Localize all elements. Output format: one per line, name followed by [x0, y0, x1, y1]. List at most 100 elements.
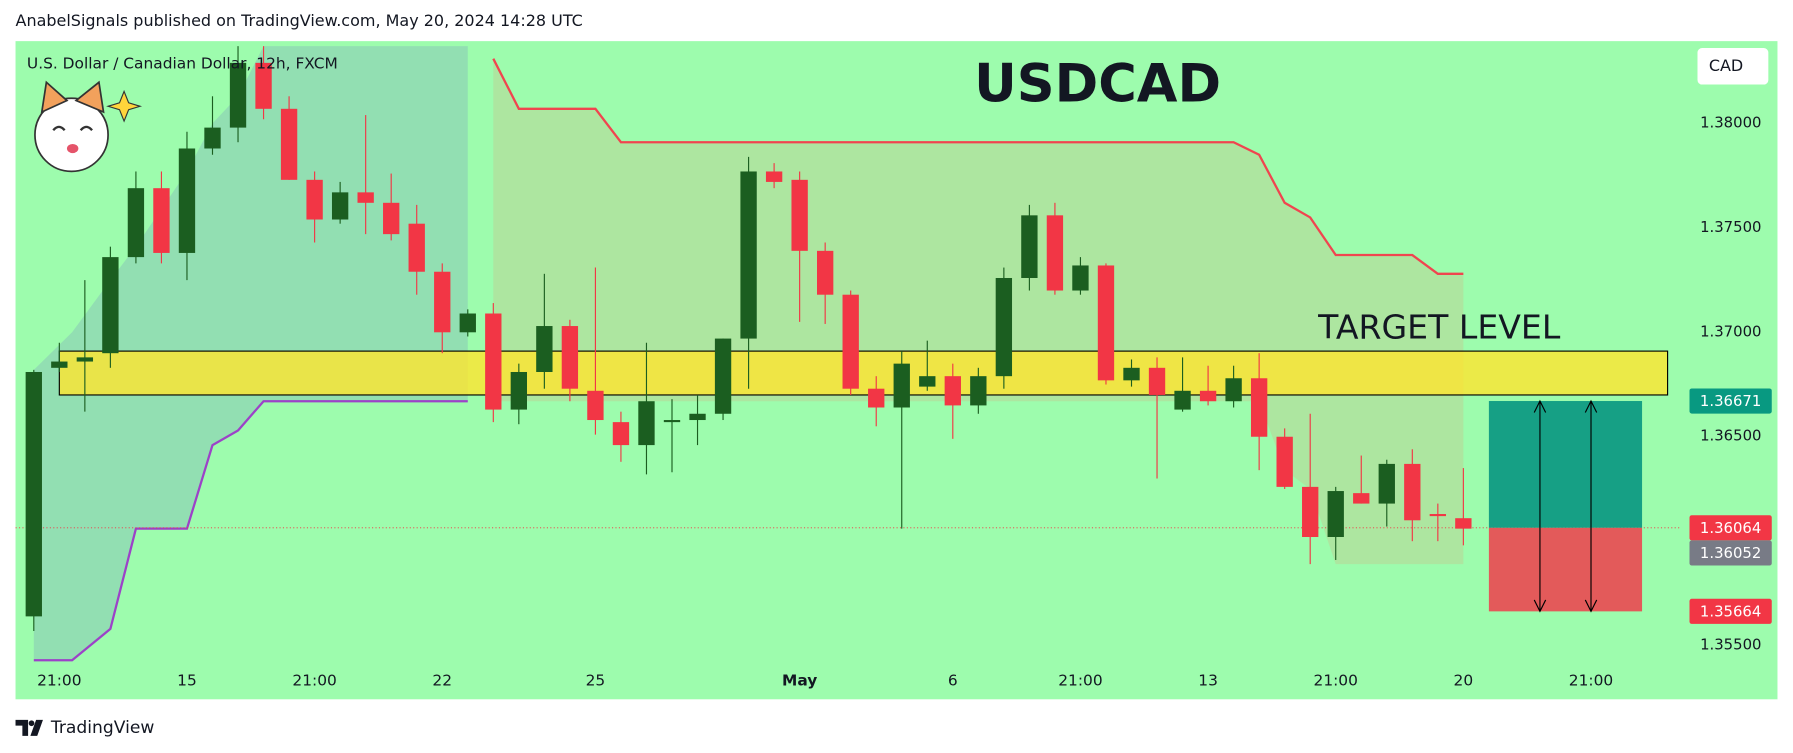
price-tag-label: 1.36052 — [1700, 544, 1761, 562]
arrow-head — [1584, 399, 1598, 413]
symbol-label: U.S. Dollar / Canadian Dollar, 12h, FXCM — [27, 54, 338, 72]
candle-body — [510, 371, 528, 410]
candle-body — [127, 188, 145, 258]
candle-body — [1174, 390, 1191, 410]
candle-body — [1046, 215, 1064, 291]
candle-body — [1353, 493, 1370, 504]
target-zone — [58, 350, 1669, 396]
candle-body — [51, 361, 68, 368]
candle-body — [408, 223, 425, 272]
channel-area — [493, 58, 1464, 565]
x-tick-label: 15 — [177, 672, 197, 690]
candle-body — [255, 62, 272, 109]
y-tick-label: 1.38000 — [1700, 113, 1761, 131]
candle-body — [1199, 390, 1217, 402]
candle-body — [970, 376, 987, 406]
candle-body — [1072, 265, 1089, 291]
candle-body — [1276, 436, 1293, 487]
footer-brand: TradingView — [50, 718, 154, 738]
x-tick-label: 22 — [432, 672, 452, 690]
position-loss — [1488, 527, 1643, 612]
candle-body — [153, 188, 170, 253]
candle-body — [740, 171, 757, 339]
candle-body — [204, 127, 221, 149]
candle-body — [1378, 463, 1395, 504]
candle-body — [1097, 265, 1115, 381]
candle-body — [459, 313, 476, 333]
candle-body — [561, 326, 579, 389]
candle-body — [689, 413, 706, 421]
currency-button[interactable] — [1697, 47, 1769, 85]
candle-body — [995, 277, 1013, 377]
candle-body — [229, 62, 247, 128]
candle-body — [76, 357, 94, 362]
candle-body — [383, 202, 400, 235]
candle-body — [434, 271, 451, 333]
candle-body — [1123, 367, 1140, 381]
candle-body — [638, 401, 655, 446]
candle-body — [612, 422, 630, 446]
y-tick-label: 1.37500 — [1700, 218, 1761, 236]
x-tick-label: 21:00 — [292, 672, 336, 690]
chart-title: USDCAD — [974, 53, 1221, 114]
x-tick-label: 25 — [586, 672, 606, 690]
x-tick-label: 21:00 — [1314, 672, 1358, 690]
candle-body — [944, 376, 961, 406]
candle-body — [178, 148, 196, 253]
candle-body — [357, 192, 374, 203]
publish-header: AnabelSignals published on TradingView.c… — [16, 11, 583, 30]
candle-body — [280, 108, 298, 180]
candle-body — [1455, 518, 1472, 529]
tradingview-logo — [15, 719, 43, 736]
y-tick-label: 1.35500 — [1700, 636, 1761, 654]
price-tag — [1689, 515, 1772, 541]
x-tick-label: 21:00 — [37, 672, 81, 690]
x-tick-label: 6 — [948, 672, 958, 690]
arrow-head — [1533, 399, 1547, 413]
y-tick-label: 1.37000 — [1700, 322, 1761, 340]
candle-body — [485, 313, 502, 410]
price-tag-label: 1.36064 — [1700, 519, 1761, 537]
candle-body — [1225, 378, 1242, 402]
price-tag — [1689, 388, 1772, 414]
candle-body — [587, 390, 604, 421]
candle-body — [1302, 486, 1319, 538]
price-tag-label: 1.36671 — [1700, 392, 1761, 410]
candle-body — [102, 257, 119, 354]
channel-lower-line — [33, 400, 468, 662]
x-tick-label: 21:00 — [1569, 672, 1613, 690]
target-annotation: TARGET LEVEL — [1317, 308, 1561, 347]
plot: 1.38000 1.37500 1.37000 1.36500 1.35500 21:00… — [15, 46, 1772, 690]
candle-body — [663, 420, 681, 423]
candle-body — [765, 171, 783, 182]
x-tick-label: 20 — [1454, 672, 1474, 690]
candle-body — [1250, 378, 1268, 437]
candle-body — [25, 371, 42, 617]
x-tick-label: 21:00 — [1058, 672, 1102, 690]
price-tag — [1689, 598, 1772, 624]
arrow-head — [1584, 599, 1598, 613]
candle-body — [714, 338, 732, 414]
candle-body — [536, 326, 553, 372]
candle-body — [331, 192, 349, 220]
candle-body — [1327, 491, 1344, 538]
x-tick-label: May — [782, 672, 817, 690]
candle-body — [816, 250, 834, 295]
x-tick-label: 13 — [1198, 672, 1218, 690]
candle-body — [1148, 367, 1166, 395]
candle-body — [791, 179, 808, 251]
price-tag-label: 1.35664 — [1700, 603, 1761, 621]
currency-button-label[interactable]: CAD — [1709, 56, 1743, 75]
price-tag — [1689, 540, 1772, 566]
candle-body — [842, 294, 859, 389]
y-tick-label: 1.36500 — [1700, 427, 1761, 445]
position-profit — [1488, 401, 1643, 528]
candle-body — [1021, 215, 1038, 278]
candle-body — [919, 376, 936, 387]
channel-upper-line — [492, 58, 1464, 275]
candle-body — [868, 388, 885, 408]
candle-body — [1404, 463, 1421, 521]
candle-body — [306, 179, 323, 220]
